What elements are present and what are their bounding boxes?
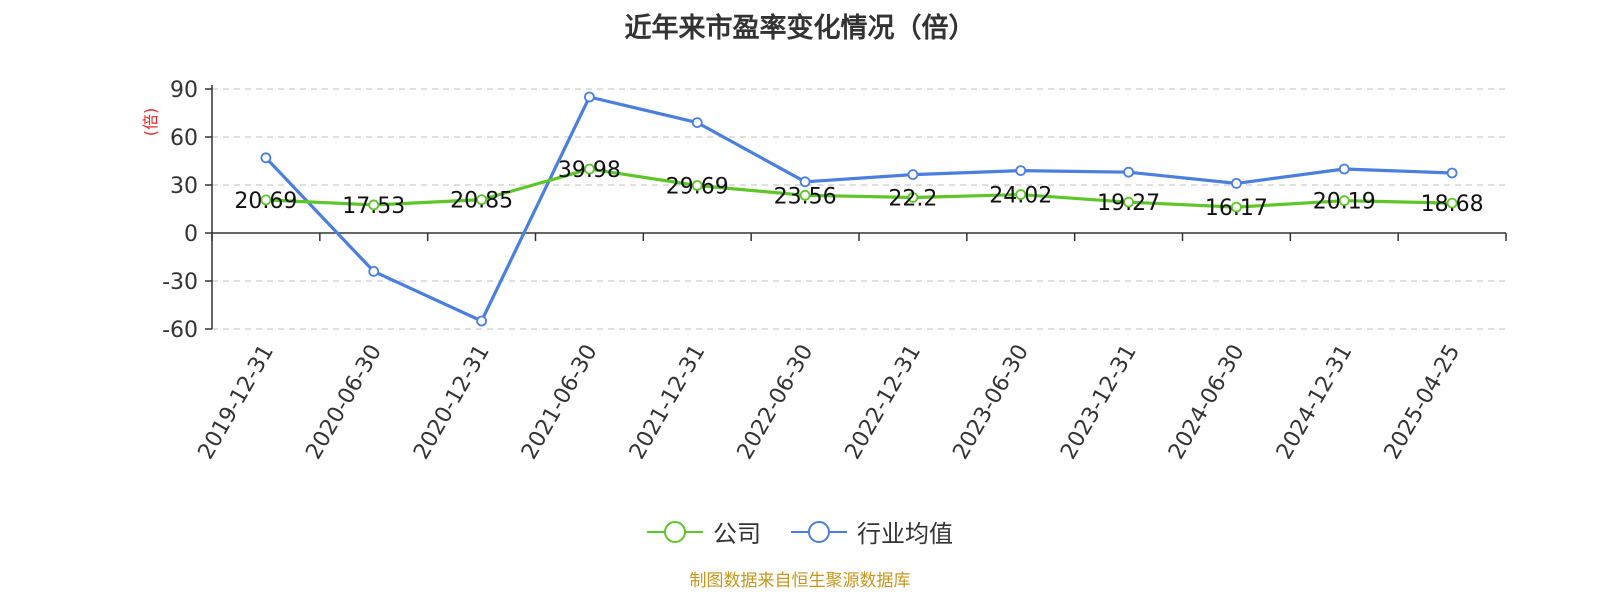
- data-point: [691, 117, 703, 128]
- x-tick-label: 2020-12-31: [409, 341, 495, 464]
- series-layer: [260, 91, 1458, 327]
- x-tick-label: 2019-12-31: [194, 341, 280, 464]
- y-tick-label: 0: [184, 222, 198, 247]
- x-tick-label: 2025-04-25: [1380, 341, 1466, 464]
- legend-label-company: 公司: [713, 520, 761, 548]
- legend-line-circle-icon: [647, 520, 703, 543]
- legend-line-circle-icon: [791, 520, 847, 543]
- y-tick-label: 60: [170, 126, 198, 151]
- data-label: 22.2: [888, 186, 937, 211]
- chart-title: 近年来市盈率变化情况（倍）: [624, 13, 976, 44]
- data-source-note: 制图数据来自恒生聚源数据库: [689, 571, 911, 591]
- data-label: 16.17: [1205, 196, 1268, 221]
- data-point: [907, 169, 919, 181]
- data-point: [799, 176, 811, 188]
- data-label: 20.69: [234, 189, 297, 214]
- series-line-1: [264, 95, 1453, 323]
- x-tick-label: 2023-06-30: [948, 341, 1034, 464]
- data-point: [368, 265, 380, 277]
- y-tick-label: 30: [170, 174, 198, 199]
- data-point: [476, 194, 487, 206]
- data-point: [1015, 165, 1027, 177]
- data-label: 29.69: [666, 174, 729, 199]
- data-label: 23.56: [774, 184, 837, 209]
- legend-label-industry-average: 行业均值: [857, 520, 953, 548]
- data-label: 20.85: [450, 189, 513, 214]
- label-layer: 20.69 17.53 20.85 39.98 29.69 23.56 22.2 24.02 1…: [234, 158, 1483, 221]
- axis-layer: 90 60 30 0 -30 -60 (倍) 2019-12-31 2020-06-30 2020…: [141, 78, 1507, 464]
- data-label: 20.19: [1313, 190, 1376, 215]
- x-tick-label: 2020-06-30: [301, 341, 387, 464]
- data-point: [907, 192, 919, 203]
- data-point: [584, 91, 595, 103]
- data-point: [476, 315, 487, 327]
- legend: 公司 行业均值: [0, 514, 1600, 549]
- legend-item-company[interactable]: 公司: [647, 514, 761, 549]
- data-point: [1231, 177, 1242, 189]
- x-tick-label: 2021-12-31: [625, 341, 711, 464]
- x-tick-label: 2023-12-31: [1056, 341, 1142, 464]
- series-line-0: [265, 167, 1453, 209]
- data-label: 17.53: [342, 194, 405, 219]
- y-tick-label: -30: [162, 270, 198, 295]
- x-tick-label: 2024-06-30: [1164, 341, 1250, 464]
- legend-item-industry-average[interactable]: 行业均值: [791, 514, 953, 549]
- data-point: [1231, 201, 1242, 213]
- data-point: [1123, 166, 1134, 178]
- y-axis-label: (倍): [141, 108, 160, 137]
- data-label: 39.98: [558, 158, 621, 183]
- data-point: [1015, 189, 1027, 200]
- data-point: [691, 180, 703, 191]
- y-tick-label: -60: [162, 318, 198, 343]
- data-label: 19.27: [1097, 191, 1160, 216]
- data-point: [584, 163, 595, 175]
- data-point: [1338, 195, 1350, 207]
- x-tick-label: 2022-12-31: [841, 341, 927, 464]
- data-point: [260, 194, 272, 206]
- data-label: 18.68: [1421, 192, 1484, 217]
- data-point: [1446, 197, 1458, 209]
- data-point: [260, 152, 272, 164]
- grid-layer: [212, 88, 1506, 330]
- y-tick-label: 90: [170, 78, 198, 103]
- data-point: [799, 189, 811, 201]
- x-tick-label: 2022-06-30: [733, 341, 819, 464]
- data-point: [1338, 163, 1350, 175]
- x-tick-label: 2021-06-30: [517, 341, 603, 464]
- data-point: [1123, 196, 1134, 208]
- x-tick-label: 2024-12-31: [1272, 341, 1358, 464]
- data-label: 24.02: [989, 184, 1052, 209]
- data-point: [1446, 167, 1458, 179]
- data-point: [368, 199, 380, 211]
